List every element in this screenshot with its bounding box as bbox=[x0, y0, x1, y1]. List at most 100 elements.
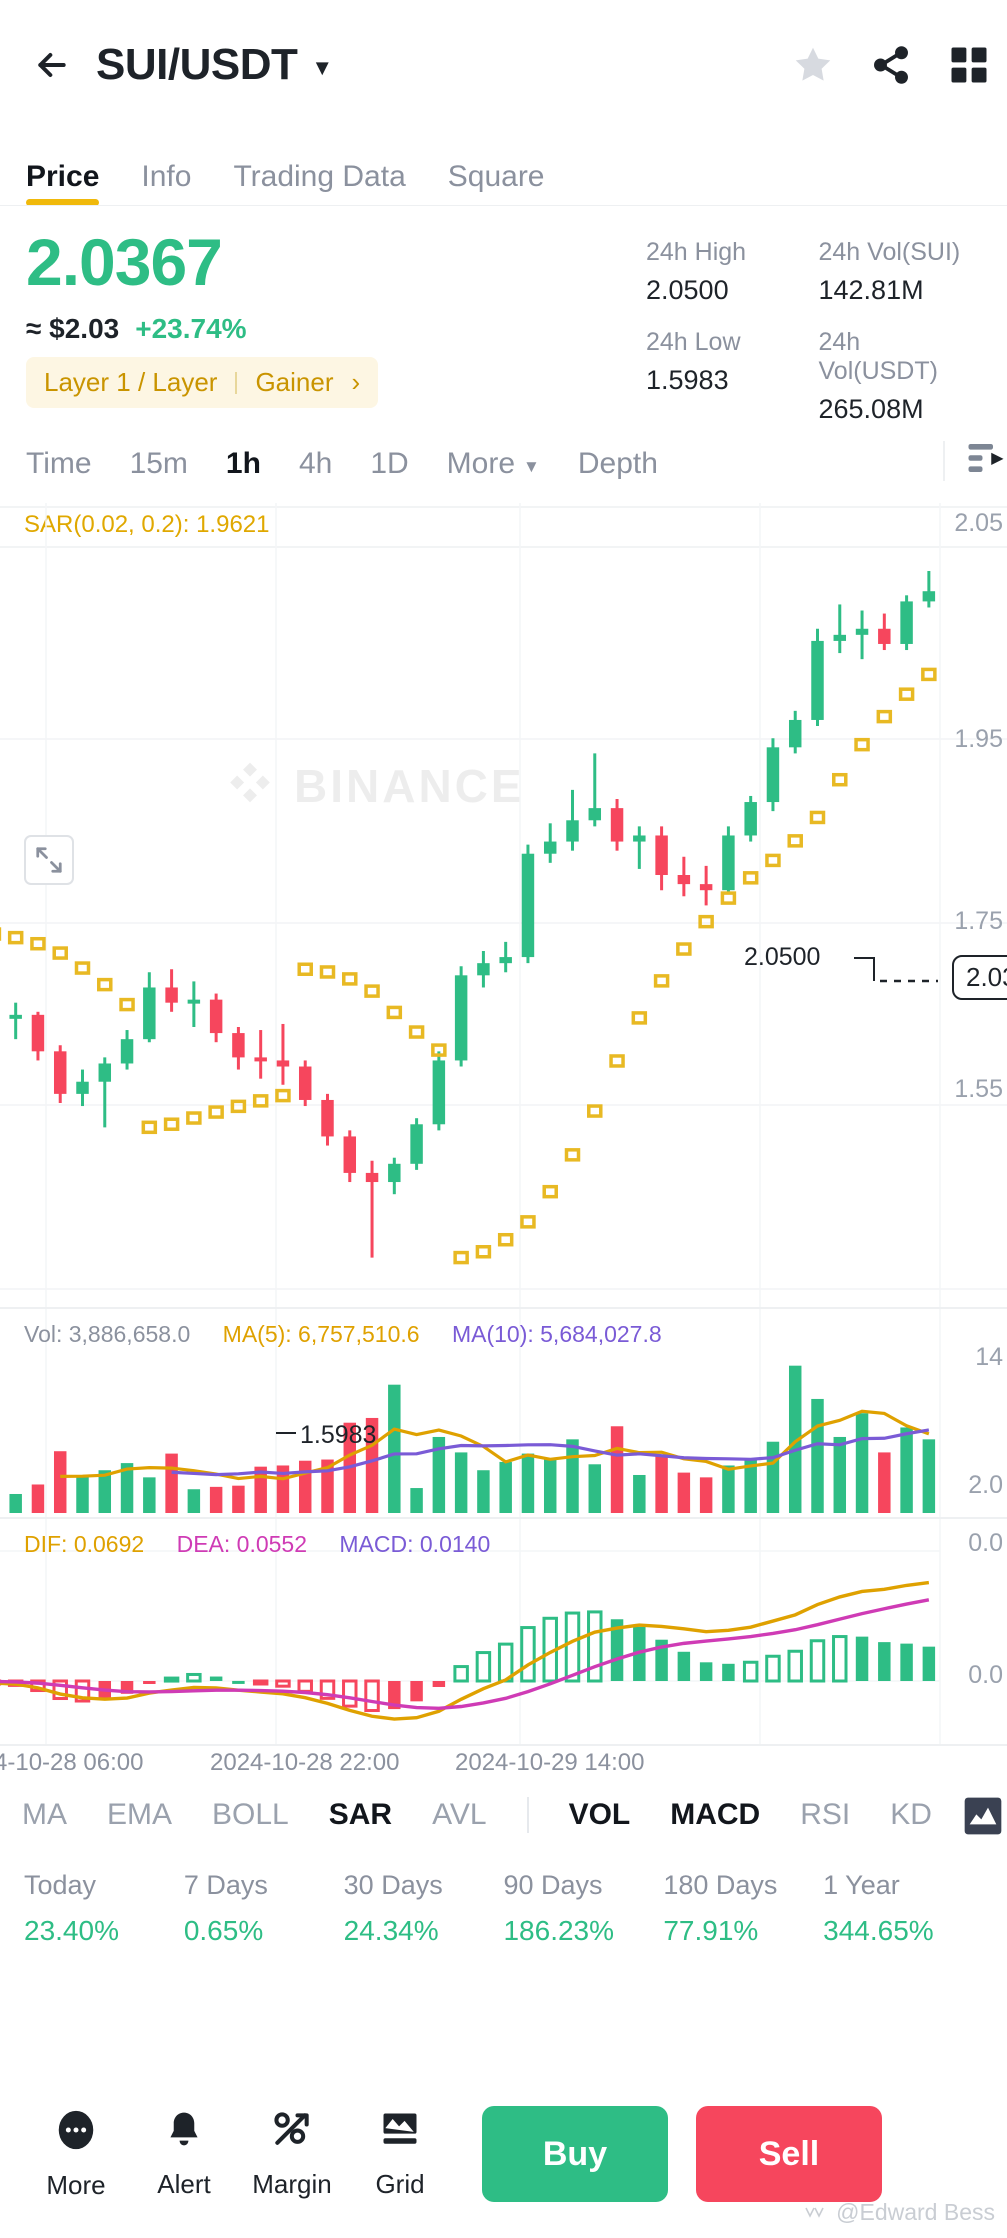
top-app-bar: SUI/USDT ▼ bbox=[0, 0, 1007, 130]
more-button[interactable]: More bbox=[22, 2107, 130, 2201]
stat-24h-high: 24h High 2.0500 bbox=[646, 238, 809, 306]
price-tick: 1.55 bbox=[954, 1075, 1003, 1103]
grid-trading-icon bbox=[378, 2108, 422, 2157]
time-tick: 4-10-28 06:00 bbox=[0, 1749, 144, 1776]
perf-value: 186.23% bbox=[503, 1915, 615, 1946]
alert-button[interactable]: Alert bbox=[130, 2108, 238, 2200]
vol-ma5: MA(5): 6,757,510.6 bbox=[222, 1321, 420, 1347]
percent-icon bbox=[270, 2108, 314, 2157]
more-label: More bbox=[46, 2170, 106, 2200]
macd-lines bbox=[0, 1580, 930, 1721]
bottom-action-bar: More Alert Margin bbox=[0, 2070, 1007, 2238]
perf-value: 24.34% bbox=[343, 1915, 439, 1946]
tab-square[interactable]: Square bbox=[447, 160, 545, 193]
perf-180days: 180 Days 77.91% bbox=[663, 1870, 823, 1947]
stat-label: 24h Vol(SUI) bbox=[818, 238, 961, 266]
stat-24h-vol-sui: 24h Vol(SUI) 142.81M bbox=[819, 238, 982, 306]
timeframe-depth[interactable]: Depth bbox=[577, 447, 658, 480]
timeframe-1d[interactable]: 1D bbox=[370, 447, 409, 480]
chart-settings-icon[interactable] bbox=[965, 437, 1007, 484]
chevron-down-icon[interactable]: ▼ bbox=[311, 55, 334, 80]
macd-dif: DIF: 0.0692 bbox=[24, 1531, 145, 1557]
macd-histogram bbox=[0, 1610, 936, 1713]
indicator-boll[interactable]: BOLL bbox=[212, 1798, 289, 1831]
perf-1year: 1 Year 344.65% bbox=[823, 1870, 983, 1947]
timeframe-bar: Time 15m 1h 4h 1D More ▼ Depth bbox=[0, 425, 1007, 503]
candle-series bbox=[9, 571, 936, 1258]
indicator-tabs: MA EMA BOLL SAR AVL VOL MACD RSI KD bbox=[0, 1778, 1007, 1852]
chart-area[interactable]: SAR(0.02, 0.2): 1.9621 BINANCE bbox=[0, 503, 1007, 1778]
stat-value: 1.5983 bbox=[646, 365, 729, 395]
sar-series bbox=[0, 667, 937, 1265]
volume-legend: Vol: 3,886,658.0 MA(5): 6,757,510.6 MA(1… bbox=[24, 1321, 662, 1348]
sell-button[interactable]: Sell bbox=[696, 2106, 882, 2202]
low-price-label: 1.5983 bbox=[300, 1421, 377, 1449]
macd-tick: 0.0 bbox=[968, 1529, 1003, 1557]
star-icon[interactable] bbox=[783, 35, 843, 95]
grid-button[interactable]: Grid bbox=[346, 2108, 454, 2200]
stat-label: 24h Vol(USDT) bbox=[818, 328, 938, 385]
time-axis: 4-10-28 06:00 2024-10-28 22:00 2024-10-2… bbox=[0, 1745, 1007, 1779]
tag-layer1: Layer 1 / Layer bbox=[44, 367, 218, 398]
timeframe-more-label: More bbox=[446, 447, 516, 480]
grid-menu-icon[interactable] bbox=[939, 35, 999, 95]
tag-separator bbox=[235, 371, 238, 394]
timeframe-4h[interactable]: 4h bbox=[298, 447, 333, 480]
price-summary: 2.0367 ≈ $2.03 +23.74% Layer 1 / Layer G… bbox=[0, 206, 1007, 425]
price-tick: 1.95 bbox=[954, 725, 1003, 753]
perf-value: 77.91% bbox=[663, 1915, 759, 1946]
tag-gainer: Gainer bbox=[255, 367, 334, 398]
high-price-label: 2.0500 bbox=[744, 943, 821, 971]
timeframe-1h[interactable]: 1h bbox=[225, 447, 261, 480]
indicator-ma[interactable]: MA bbox=[22, 1798, 67, 1831]
stat-label: 24h Low bbox=[646, 328, 741, 356]
bell-icon bbox=[162, 2108, 206, 2157]
tools-divider bbox=[943, 440, 945, 481]
indicator-rsi[interactable]: RSI bbox=[800, 1798, 851, 1831]
perf-label: 1 Year bbox=[823, 1870, 900, 1900]
category-tags[interactable]: Layer 1 / Layer Gainer › bbox=[26, 357, 379, 409]
indicator-avl[interactable]: AVL bbox=[432, 1798, 487, 1831]
perf-7days: 7 Days 0.65% bbox=[184, 1870, 344, 1947]
vol-value: Vol: 3,886,658.0 bbox=[24, 1321, 191, 1347]
indicator-vol[interactable]: VOL bbox=[568, 1798, 631, 1831]
price-tick: 1.75 bbox=[954, 907, 1003, 935]
stat-value: 2.0500 bbox=[646, 275, 729, 305]
indicator-kd[interactable]: KD bbox=[890, 1798, 932, 1831]
price-left-column: 2.0367 ≈ $2.03 +23.74% Layer 1 / Layer G… bbox=[26, 227, 646, 425]
stat-value: 265.08M bbox=[818, 394, 924, 424]
timeframe-more[interactable]: More ▼ bbox=[447, 447, 540, 481]
share-icon[interactable] bbox=[861, 35, 921, 95]
time-tick: 2024-10-29 14:00 bbox=[455, 1749, 645, 1776]
change-percent: +23.74% bbox=[135, 313, 247, 345]
tab-trading-data[interactable]: Trading Data bbox=[233, 160, 406, 193]
buy-button[interactable]: Buy bbox=[482, 2106, 668, 2202]
indicator-divider bbox=[526, 1797, 529, 1833]
indicator-macd[interactable]: MACD bbox=[670, 1798, 761, 1831]
perf-90days: 90 Days 186.23% bbox=[503, 1870, 663, 1947]
binance-watermark: BINANCE bbox=[222, 758, 525, 814]
tabs-divider bbox=[0, 205, 1007, 206]
timeframe-time[interactable]: Time bbox=[26, 447, 92, 480]
page-title[interactable]: SUI/USDT bbox=[96, 40, 298, 89]
performance-row: Today 23.40% 7 Days 0.65% 30 Days 24.34%… bbox=[0, 1852, 1007, 1947]
macd-tick: 0.0 bbox=[968, 1661, 1003, 1689]
timeframe-15m[interactable]: 15m bbox=[129, 447, 188, 480]
chart-tools bbox=[943, 437, 1007, 484]
expand-icon[interactable] bbox=[24, 835, 74, 885]
arrow-left-icon[interactable] bbox=[26, 39, 78, 91]
indicator-chart-icon[interactable] bbox=[963, 1796, 1003, 1841]
perf-label: 90 Days bbox=[503, 1870, 603, 1900]
perf-label: 180 Days bbox=[663, 1870, 778, 1900]
indicator-ema[interactable]: EMA bbox=[107, 1798, 173, 1831]
stat-24h-vol-usdt: 24h Vol(USDT) 265.08M bbox=[819, 328, 982, 425]
grid-label: Grid bbox=[375, 2169, 425, 2199]
perf-label: Today bbox=[24, 1870, 97, 1900]
indicator-sar[interactable]: SAR bbox=[328, 1798, 393, 1831]
alert-label: Alert bbox=[157, 2169, 211, 2199]
tab-info[interactable]: Info bbox=[141, 160, 192, 193]
watermark-credit: @Edward Bess bbox=[804, 2199, 995, 2226]
margin-button[interactable]: Margin bbox=[238, 2108, 346, 2200]
tab-price[interactable]: Price bbox=[26, 160, 100, 206]
